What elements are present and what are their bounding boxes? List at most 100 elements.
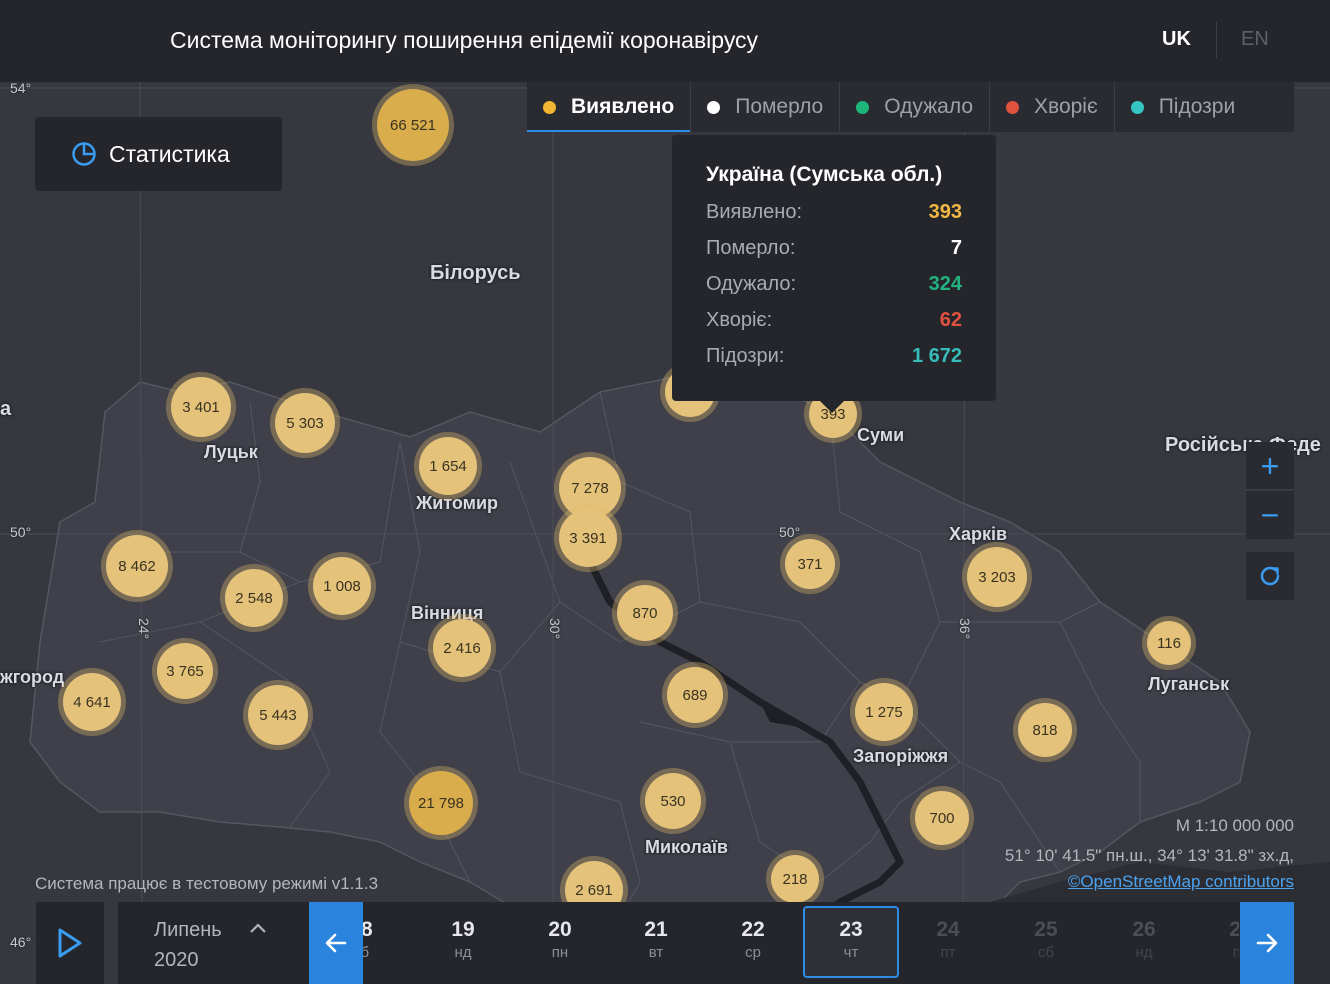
day-item[interactable]: 26 нд <box>1096 902 1192 984</box>
cluster-marker[interactable]: 3 203 <box>962 542 1032 612</box>
chevron-up-icon <box>250 923 266 933</box>
day-item[interactable]: 27 пн <box>1193 902 1239 984</box>
place-label-zaporizhzhia: Запоріжжя <box>853 746 949 766</box>
day-item[interactable]: 20 пн <box>512 902 608 984</box>
month-label: Липень <box>154 919 222 941</box>
tab-recovered[interactable]: Одужало <box>840 82 991 132</box>
day-weekday: пн <box>1232 944 1239 961</box>
year-label: 2020 <box>154 949 199 971</box>
zoom-out-button[interactable]: − <box>1246 491 1294 539</box>
prev-days-button[interactable] <box>309 902 363 984</box>
cluster-marker[interactable]: 371 <box>780 534 840 594</box>
cluster-marker[interactable]: 2 416 <box>428 614 496 682</box>
cluster-count: 3 391 <box>559 509 617 567</box>
play-button[interactable] <box>36 902 104 984</box>
cluster-marker[interactable]: 870 <box>612 580 678 646</box>
tab-suspected[interactable]: Підозри <box>1115 82 1252 132</box>
cluster-count: 530 <box>645 773 701 829</box>
day-item[interactable]: 22 ср <box>705 902 801 984</box>
dot-deaths-icon <box>707 100 721 114</box>
zoom-in-button[interactable]: + <box>1246 442 1294 490</box>
cluster-marker[interactable]: 8 462 <box>101 530 173 602</box>
cluster-marker[interactable]: 818 <box>1013 698 1077 762</box>
day-number: 19 <box>451 918 475 941</box>
top-header: Система моніторингу поширення епідемії к… <box>0 0 1330 82</box>
tooltip-title: Україна (Сумська обл.) <box>706 163 943 186</box>
cluster-count: 3 765 <box>157 643 213 699</box>
cluster-marker[interactable]: 1 008 <box>308 552 376 620</box>
arrow-left-icon <box>325 933 347 953</box>
cluster-count: 689 <box>667 667 723 723</box>
cluster-count: 2 416 <box>433 619 491 677</box>
grid-label-lon-36: 36° <box>957 618 973 640</box>
cluster-marker[interactable]: 116 <box>1142 616 1196 670</box>
cluster-count: 21 798 <box>409 771 473 835</box>
cluster-marker[interactable]: 530 <box>640 768 706 834</box>
day-item[interactable]: 19 нд <box>415 902 511 984</box>
day-item[interactable]: 25 сб <box>998 902 1094 984</box>
tooltip-value: 1 672 <box>911 345 962 367</box>
day-number: 25 <box>1034 918 1058 941</box>
day-weekday: нд <box>454 944 472 961</box>
statistics-button[interactable]: Статистика <box>35 117 282 191</box>
next-days-button[interactable] <box>1240 902 1294 984</box>
cluster-count: 700 <box>915 791 969 845</box>
reset-view-button[interactable] <box>1246 552 1294 600</box>
cluster-marker[interactable]: 5 443 <box>243 680 313 750</box>
tooltip-label: Підозри: <box>706 345 785 367</box>
cluster-marker[interactable]: 689 <box>662 662 728 728</box>
cluster-marker[interactable]: 3 401 <box>166 372 236 442</box>
osm-attribution-link[interactable]: ©OpenStreetMap contributors <box>1067 872 1294 891</box>
dot-detected-icon <box>543 100 556 114</box>
cluster-count: 1 008 <box>313 557 371 615</box>
cluster-marker[interactable]: 1 275 <box>850 678 918 746</box>
day-number: 21 <box>644 918 668 941</box>
cluster-count: 818 <box>1018 703 1072 757</box>
tooltip-row-recovered: Одужало: 324 <box>706 273 962 309</box>
day-number: 22 <box>741 918 765 941</box>
cluster-count: 870 <box>617 585 673 641</box>
tooltip-row-sick: Хворіє: 62 <box>706 309 962 345</box>
region-tooltip: Україна (Сумська обл.) Виявлено: 393 Пом… <box>672 135 996 413</box>
tab-sick[interactable]: Хворіє <box>990 82 1115 132</box>
lang-en-button[interactable]: EN <box>1241 28 1269 50</box>
tooltip-value: 324 <box>928 273 962 295</box>
month-selector[interactable]: Липень 2020 <box>154 915 266 975</box>
lang-uk-button[interactable]: UK <box>1162 28 1191 50</box>
day-number: 27 <box>1229 918 1239 941</box>
map-canvas[interactable]: 54° 50° 50° 46° 24° 30° 36° Білорусь Луц… <box>0 80 1330 984</box>
place-label-belarus: Білорусь <box>430 262 521 284</box>
dot-recovered-icon <box>856 100 870 114</box>
tab-label: Хворіє <box>1034 95 1098 118</box>
day-weekday: сб <box>1037 944 1055 961</box>
cluster-marker[interactable]: 218 <box>766 850 824 908</box>
grid-label-lon-24: 24° <box>136 618 152 640</box>
day-number: 26 <box>1132 918 1156 941</box>
cluster-marker[interactable]: 5 303 <box>270 388 340 458</box>
lang-divider <box>1216 22 1217 58</box>
day-item[interactable]: 18 сб <box>363 902 409 984</box>
tab-detected[interactable]: Виявлено <box>527 82 692 132</box>
cluster-marker[interactable]: 4 641 <box>58 668 126 736</box>
pie-chart-icon <box>72 142 96 166</box>
cluster-marker[interactable]: 2 548 <box>220 564 288 632</box>
cluster-marker[interactable]: 21 798 <box>404 766 478 840</box>
dot-suspected-icon <box>1130 100 1144 114</box>
cluster-marker[interactable]: 700 <box>910 786 974 850</box>
day-item-current[interactable]: 23 чт <box>803 906 899 978</box>
day-item[interactable]: 21 вт <box>608 902 704 984</box>
cluster-count: 218 <box>771 855 819 903</box>
cluster-marker[interactable]: 3 765 <box>152 638 218 704</box>
day-item[interactable]: 24 пт <box>900 902 996 984</box>
place-label-lutsk: Луцьк <box>204 442 258 462</box>
cluster-marker[interactable]: 66 521 <box>372 84 454 166</box>
tab-label: Одужало <box>884 95 974 118</box>
dot-sick-icon <box>1006 100 1020 114</box>
grid-label-lat-50-mid: 50° <box>779 524 801 540</box>
day-number: 20 <box>548 918 572 941</box>
cluster-marker[interactable]: 3 391 <box>554 504 622 572</box>
day-number: 24 <box>936 918 960 941</box>
tab-deaths[interactable]: Померло <box>691 82 841 132</box>
cluster-marker[interactable]: 1 654 <box>414 432 482 500</box>
